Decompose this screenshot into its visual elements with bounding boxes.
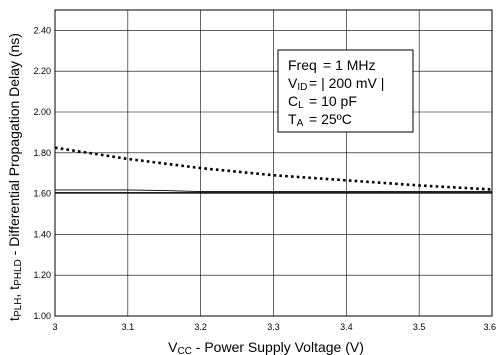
y-tick-label: 2.20: [33, 66, 51, 76]
legend-line-value: = 25ºC: [309, 111, 352, 127]
grid: [54, 10, 493, 317]
legend-line-label: TA: [288, 111, 304, 129]
x-tick-label: 3.2: [194, 322, 207, 332]
plot-frame: [54, 9, 493, 317]
legend-line-label: CL: [288, 93, 304, 111]
y-tick-label: 1.60: [33, 189, 51, 199]
legend-line-value: = 1 MHz: [323, 57, 376, 73]
series-layer: [54, 146, 493, 194]
y-axis-title: tPLH, tPHLD - Differential Propagation D…: [6, 33, 24, 321]
x-tick-label: 3.1: [122, 322, 135, 332]
y-axis-title-p3: - Differential Propagation Delay (ns): [6, 33, 22, 259]
y-axis-title-p1: t: [6, 317, 22, 321]
legend-line-label: VID: [288, 75, 307, 93]
x-tick-label: 3.5: [413, 322, 426, 332]
y-axis-title-p1sub: PLH: [13, 298, 24, 317]
y-tick-label: 1.00: [33, 311, 51, 321]
x-tick-label: 3.6: [483, 322, 496, 332]
y-tick-label: 2.00: [33, 107, 51, 117]
y-tick-label: 1.40: [33, 229, 51, 239]
x-tick-labels: 3 3.1 3.2 3.3 3.4 3.5 3.6: [52, 322, 496, 332]
y-axis-title-p2: , t: [6, 286, 22, 298]
series-line-0: [54, 146, 493, 191]
legend-line-value: = 10 pF: [309, 93, 357, 109]
legend-line-value: = | 200 mV |: [309, 75, 384, 91]
legend: Freq = 1 MHz VID = | 200 mV | CL = 10 pF TA = 2…: [277, 49, 414, 133]
y-tick-label: 2.40: [33, 25, 51, 35]
x-axis-title-sub: CC: [177, 346, 191, 355]
legend-line-label: Freq: [288, 57, 317, 73]
legend-lines: Freq = 1 MHz VID = | 200 mV | CL = 10 pF TA = 2…: [288, 57, 384, 129]
legend-box: [277, 49, 414, 133]
x-axis-title: VCC - Power Supply Voltage (V): [168, 339, 364, 355]
y-tick-labels: 1.00 1.20 1.40 1.60 1.80 2.00 2.20 2.40: [33, 25, 51, 321]
y-tick-label: 1.20: [33, 270, 51, 280]
series-line-1: [55, 189, 492, 193]
y-tick-label: 1.80: [33, 148, 51, 158]
x-axis-title-rest: - Power Supply Voltage (V): [192, 339, 364, 355]
x-tick-label: 3.4: [340, 322, 353, 332]
x-tick-label: 3: [52, 322, 57, 332]
x-axis-title-main: V: [168, 339, 178, 355]
y-axis-title-p2sub: PHLD: [13, 259, 24, 286]
x-tick-label: 3.3: [267, 322, 280, 332]
